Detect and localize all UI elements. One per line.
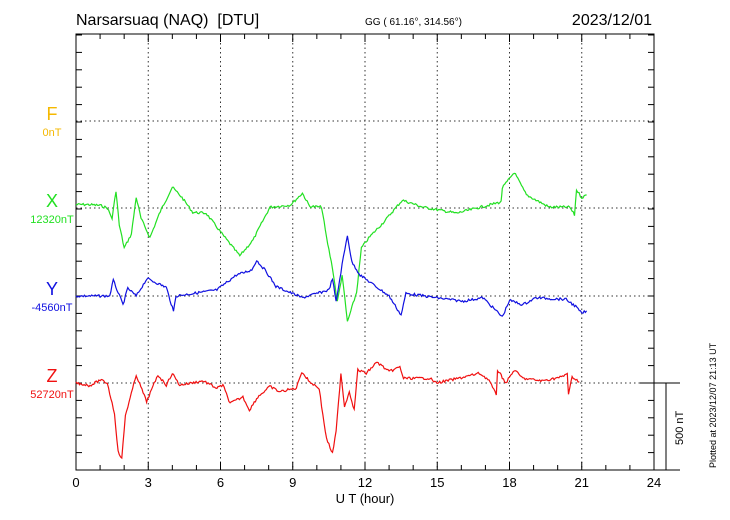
baseline-label-y: -4560nT [32, 302, 73, 314]
component-label-f: F [47, 104, 58, 124]
scale-bar: 500 nT [640, 382, 686, 471]
trace-z [75, 361, 580, 460]
x-tick-label: 21 [575, 475, 589, 490]
x-tick-label: 6 [217, 475, 224, 490]
x-tick-label: 15 [430, 475, 444, 490]
component-label-z: Z [47, 366, 58, 386]
component-label-y: Y [46, 279, 58, 299]
component-label-x: X [46, 191, 58, 211]
x-tick-label: 18 [502, 475, 516, 490]
baseline-label-x: 12320nT [30, 214, 74, 226]
x-tick-label: 9 [289, 475, 296, 490]
plot-frame [75, 33, 655, 471]
grid [76, 34, 654, 470]
date-label: 2023/12/01 [572, 12, 652, 29]
x-tick-label: 12 [358, 475, 372, 490]
axes: 0 3 6 9 12 15 18 21 24 [72, 33, 661, 490]
trace-y [75, 235, 588, 317]
trace-x [75, 172, 587, 322]
geo-coordinates: GG ( 61.16°, 314.56°) [365, 17, 462, 28]
component-labels: F 0nT X 12320nT Y -4560nT Z 52720nT [30, 104, 74, 401]
scale-bar-label: 500 nT [674, 410, 686, 445]
traces [75, 172, 588, 460]
x-tick-label: 3 [145, 475, 152, 490]
x-tick-label: 0 [72, 475, 79, 490]
plotted-at-label: Plotted at 2023/12/07 21:13 UT [708, 342, 718, 468]
x-tick-label: 24 [647, 475, 661, 490]
baseline-label-f: 0nT [43, 127, 62, 139]
x-axis-label: U T (hour) [336, 491, 395, 506]
station-title: Narsarsuaq (NAQ) [DTU] [76, 12, 259, 29]
baseline-label-z: 52720nT [30, 389, 74, 401]
